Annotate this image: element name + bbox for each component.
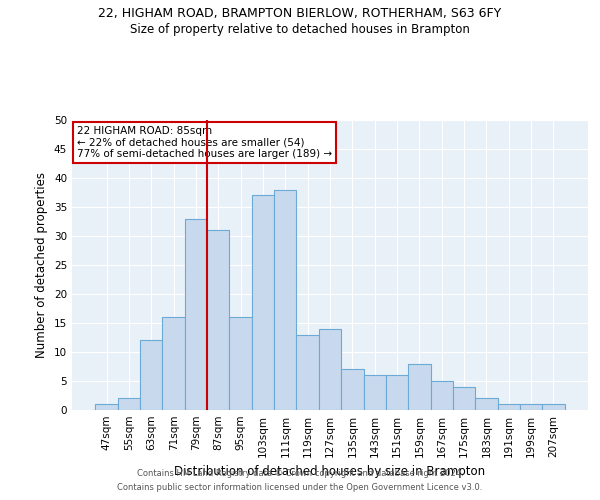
Text: 22, HIGHAM ROAD, BRAMPTON BIERLOW, ROTHERHAM, S63 6FY: 22, HIGHAM ROAD, BRAMPTON BIERLOW, ROTHE… — [98, 8, 502, 20]
Bar — [319, 329, 341, 410]
Text: Contains HM Land Registry data © Crown copyright and database right 2024.: Contains HM Land Registry data © Crown c… — [137, 468, 463, 477]
Bar — [431, 381, 453, 410]
Text: Size of property relative to detached houses in Brampton: Size of property relative to detached ho… — [130, 22, 470, 36]
Text: Contains public sector information licensed under the Open Government Licence v3: Contains public sector information licen… — [118, 484, 482, 492]
Bar — [386, 375, 408, 410]
Bar — [542, 404, 565, 410]
Bar — [163, 317, 185, 410]
Bar — [475, 398, 497, 410]
Bar — [341, 370, 364, 410]
Bar — [364, 375, 386, 410]
Bar — [296, 334, 319, 410]
Bar — [408, 364, 431, 410]
Bar — [252, 196, 274, 410]
Bar — [229, 317, 252, 410]
Bar — [520, 404, 542, 410]
Bar — [185, 218, 207, 410]
Bar — [497, 404, 520, 410]
Text: 22 HIGHAM ROAD: 85sqm
← 22% of detached houses are smaller (54)
77% of semi-deta: 22 HIGHAM ROAD: 85sqm ← 22% of detached … — [77, 126, 332, 159]
Bar — [207, 230, 229, 410]
Bar — [274, 190, 296, 410]
X-axis label: Distribution of detached houses by size in Brampton: Distribution of detached houses by size … — [175, 466, 485, 478]
Bar — [95, 404, 118, 410]
Bar — [453, 387, 475, 410]
Bar — [118, 398, 140, 410]
Y-axis label: Number of detached properties: Number of detached properties — [35, 172, 49, 358]
Bar — [140, 340, 163, 410]
